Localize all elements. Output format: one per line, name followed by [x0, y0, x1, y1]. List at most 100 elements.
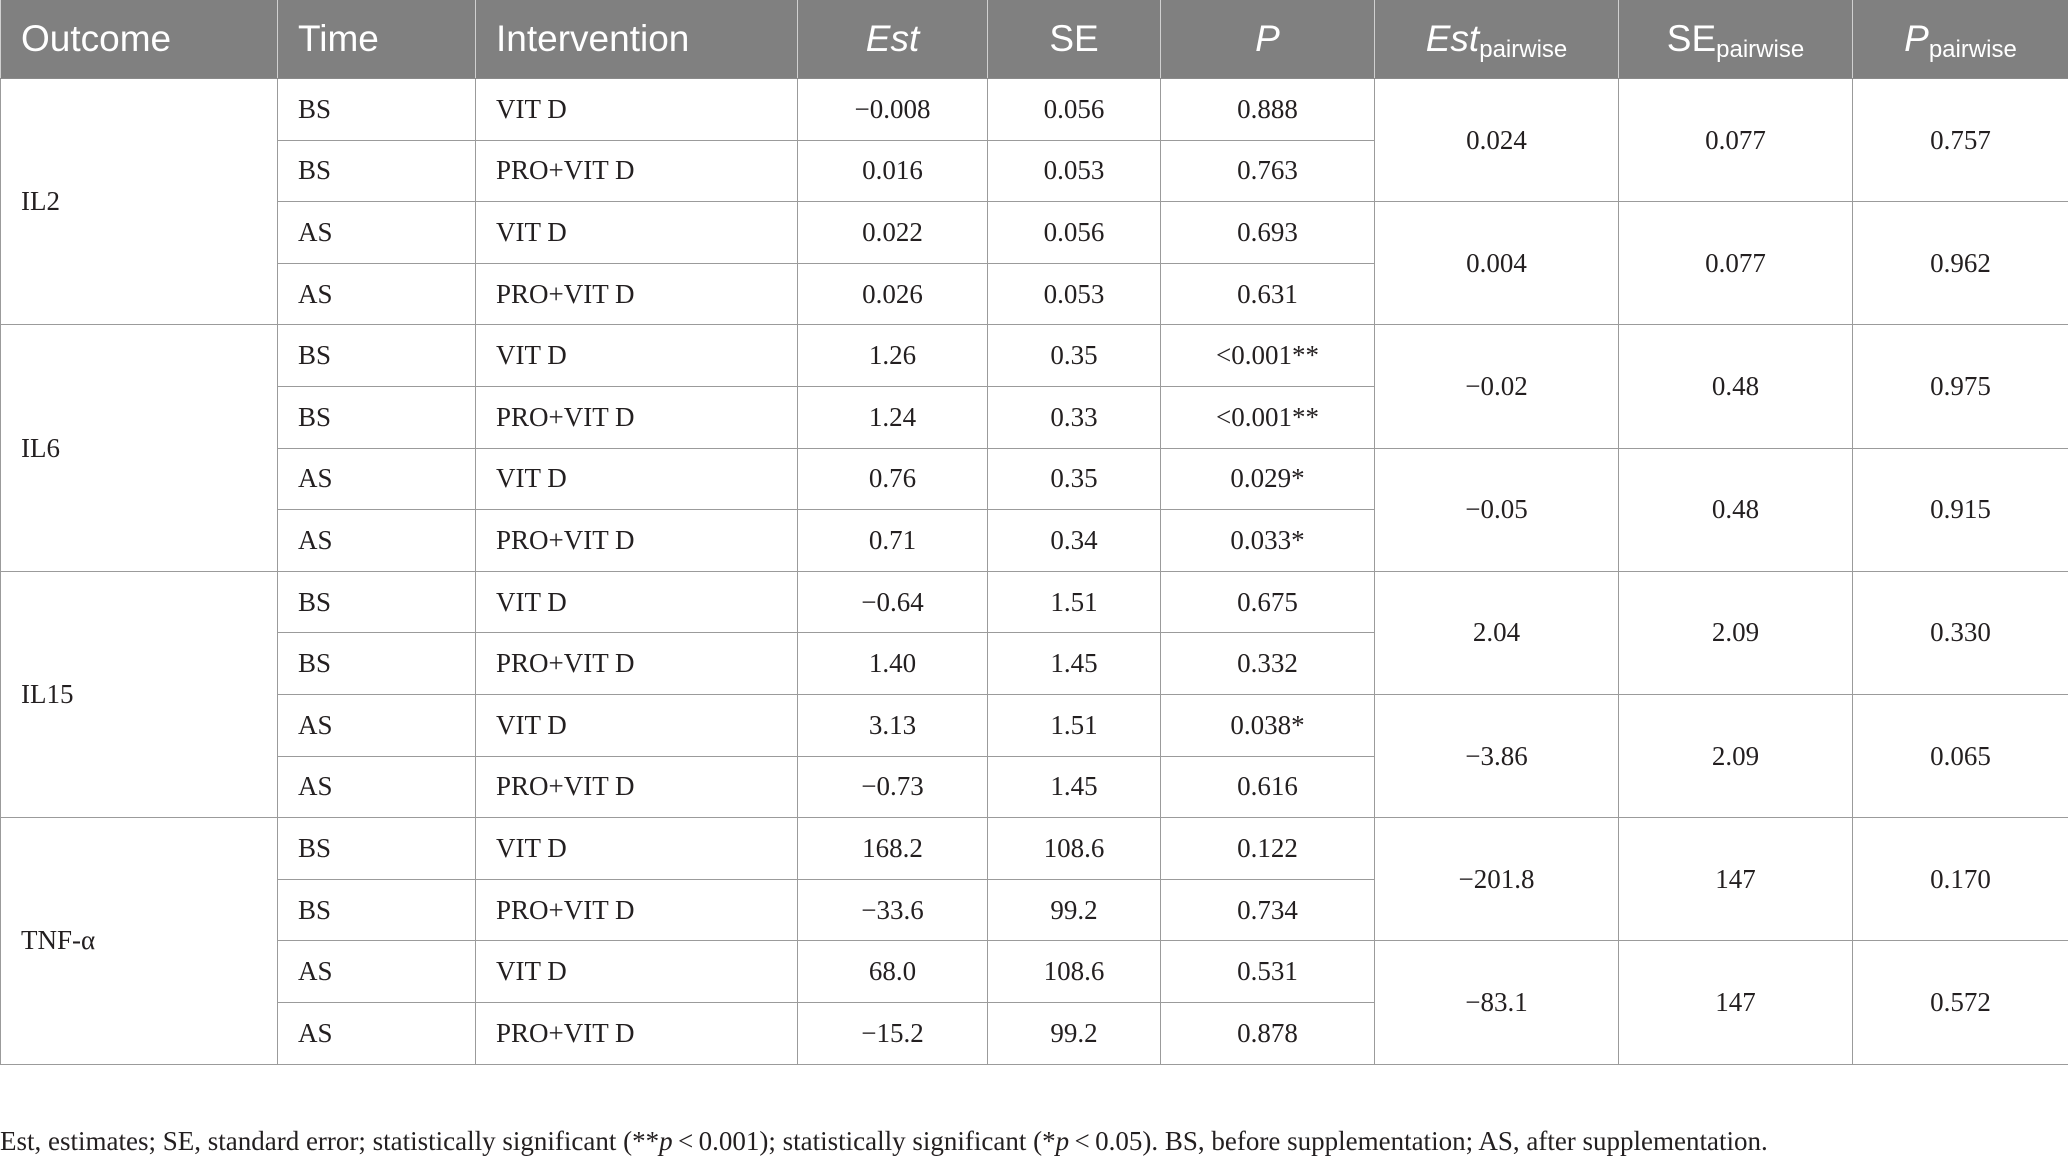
p-cell: 0.878: [1160, 1001, 1375, 1065]
se-cell: 0.35: [987, 324, 1161, 387]
table-row: AS VIT D 0.76 0.35 0.029* −0.05 0.48 0.9…: [1, 447, 2068, 572]
p-pairwise-cell: 0.572: [1852, 940, 2068, 1065]
header-se: SE: [987, 0, 1161, 79]
header-p-label: P: [1255, 18, 1280, 59]
se-cell: 1.45: [987, 632, 1161, 695]
intervention-cell: VIT D: [475, 447, 798, 511]
se-pairwise-cell: 2.09: [1618, 570, 1853, 695]
footnote-p-symbol-2: p: [1055, 1126, 1070, 1156]
time-cell: AS: [277, 201, 476, 264]
se-cell: 0.053: [987, 262, 1161, 326]
se-pairwise-cell: 147: [1618, 817, 1853, 942]
est-pairwise-cell: −0.05: [1374, 447, 1619, 572]
est-pairwise-cell: −83.1: [1374, 940, 1619, 1065]
p-cell: 0.029*: [1160, 447, 1375, 511]
se-cell: 1.51: [987, 693, 1161, 757]
est-pairwise-cell: −3.86: [1374, 693, 1619, 819]
time-cell: AS: [277, 1001, 476, 1065]
p-cell: <0.001**: [1160, 385, 1375, 449]
table-row: AS VIT D 68.0 108.6 0.531 −83.1 147 0.57…: [1, 940, 2068, 1065]
est-cell: −15.2: [797, 1001, 988, 1065]
outcome-cell: IL15: [0, 570, 278, 819]
header-time: Time: [277, 0, 476, 79]
p-cell: 0.616: [1160, 755, 1375, 819]
header-se-pairwise-sub: pairwise: [1716, 36, 1805, 63]
intervention-cell: VIT D: [475, 201, 798, 264]
header-est-pairwise-sub: pairwise: [1479, 36, 1568, 63]
header-p-pairwise-main: P: [1904, 18, 1929, 59]
p-cell: 0.734: [1160, 878, 1375, 942]
header-p: P: [1160, 0, 1375, 79]
table-row: BS PRO+VIT D 1.40 1.45 0.332: [1, 632, 2068, 695]
header-outcome: Outcome: [0, 0, 278, 79]
p-cell: 0.888: [1160, 78, 1375, 141]
table-row: IL2 BS VIT D −0.008 0.056 0.888 0.024 0.…: [0, 77, 2068, 326]
time-cell: BS: [277, 385, 476, 449]
p-cell: 0.033*: [1160, 509, 1375, 572]
footnote-p-symbol-1: p: [659, 1126, 673, 1156]
est-cell: 68.0: [797, 940, 988, 1003]
header-est-pairwise-main: Est: [1425, 18, 1480, 59]
table-row: IL6 BS VIT D 1.26 0.35 <0.001** −0.02 0.…: [0, 324, 2068, 572]
p-cell: 0.675: [1160, 570, 1375, 634]
se-cell: 0.053: [987, 139, 1161, 203]
est-pairwise-cell: −0.02: [1374, 324, 1619, 449]
header-est-label: Est: [865, 18, 920, 59]
est-pairwise-cell: −201.8: [1374, 817, 1619, 942]
table-row: TNF-α BS VIT D 168.2 108.6 0.122 −201.8 …: [0, 817, 2068, 1065]
se-cell: 108.6: [987, 817, 1161, 880]
outcome-cell: IL2: [0, 77, 278, 326]
p-cell: 0.693: [1160, 201, 1375, 264]
est-cell: 0.016: [797, 139, 988, 203]
intervention-cell: PRO+VIT D: [475, 509, 798, 572]
header-intervention: Intervention: [475, 0, 798, 79]
table-row: AS PRO+VIT D 0.71 0.34 0.033*: [1, 509, 2068, 572]
p-pairwise-cell: 0.170: [1852, 817, 2068, 942]
est-pairwise-cell: 0.004: [1374, 201, 1619, 326]
se-cell: 0.056: [987, 201, 1161, 264]
se-pairwise-cell: 0.48: [1618, 324, 1853, 449]
est-cell: −0.73: [797, 755, 988, 819]
time-cell: AS: [277, 262, 476, 326]
footnote-text-1: Est, estimates; SE, standard error; stat…: [0, 1126, 660, 1156]
est-cell: 0.71: [797, 509, 988, 572]
p-pairwise-cell: 0.065: [1852, 693, 2068, 819]
results-table: Outcome Time Intervention Est SE P Estpa…: [0, 0, 2068, 1065]
se-cell: 1.45: [987, 755, 1161, 819]
est-cell: 1.26: [797, 324, 988, 387]
p-pairwise-cell: 0.757: [1852, 77, 2068, 203]
intervention-cell: PRO+VIT D: [475, 632, 798, 695]
p-pairwise-cell: 0.975: [1852, 324, 2068, 449]
header-p-pairwise: Ppairwise: [1852, 0, 2068, 79]
est-cell: 0.026: [797, 262, 988, 326]
est-cell: 1.24: [797, 385, 988, 449]
se-cell: 99.2: [987, 1001, 1161, 1065]
header-se-pairwise-main: SE: [1666, 18, 1717, 59]
header-se-pairwise: SEpairwise: [1618, 0, 1853, 79]
intervention-cell: VIT D: [475, 693, 798, 757]
intervention-cell: VIT D: [475, 78, 798, 141]
est-cell: −0.64: [797, 570, 988, 634]
footnote-text-3: < 0.05). BS, before supplementation; AS,…: [1069, 1126, 1768, 1156]
est-cell: 3.13: [797, 693, 988, 757]
intervention-cell: PRO+VIT D: [475, 262, 798, 326]
time-cell: AS: [277, 693, 476, 757]
time-cell: AS: [277, 940, 476, 1003]
outcome-cell: TNF-α: [0, 817, 278, 1065]
header-est: Est: [797, 0, 988, 79]
se-pairwise-cell: 2.09: [1618, 693, 1853, 819]
intervention-cell: VIT D: [475, 324, 798, 387]
table-footnote: Est, estimates; SE, standard error; stat…: [0, 1126, 1768, 1157]
est-cell: −33.6: [797, 878, 988, 942]
header-est-pairwise: Estpairwise: [1374, 0, 1619, 79]
table-row: AS VIT D 0.022 0.056 0.693 0.004 0.077 0…: [1, 201, 2068, 326]
time-cell: AS: [277, 509, 476, 572]
table-row: AS PRO+VIT D −0.73 1.45 0.616: [1, 755, 2068, 819]
time-cell: BS: [277, 878, 476, 942]
intervention-cell: PRO+VIT D: [475, 1001, 798, 1065]
intervention-cell: PRO+VIT D: [475, 878, 798, 942]
se-cell: 108.6: [987, 940, 1161, 1003]
se-cell: 0.34: [987, 509, 1161, 572]
est-cell: 1.40: [797, 632, 988, 695]
time-cell: BS: [277, 632, 476, 695]
